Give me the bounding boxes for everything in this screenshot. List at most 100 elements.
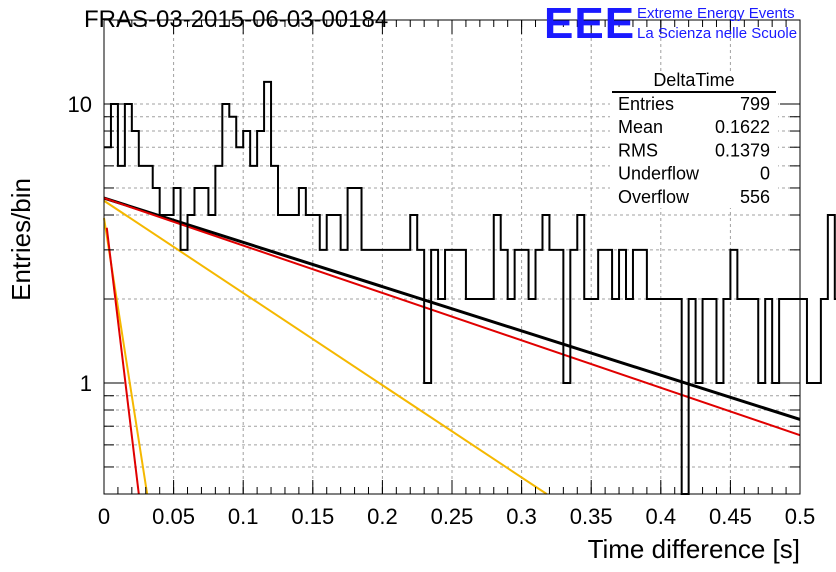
histogram-bin [633,250,640,494]
logo-caption: Extreme Energy Events La Scienza nelle S… [637,4,797,44]
x-tick-label: 0.35 [570,504,613,529]
histogram-bin [703,299,710,494]
histogram-bin [821,299,828,494]
histogram-bin [598,250,605,494]
histogram-bin [167,215,174,494]
stats-label: RMS [618,140,658,160]
histogram-outline [104,80,836,495]
x-tick-label: 0.1 [228,504,259,529]
histogram-bin [515,250,522,494]
histogram-bin [716,383,723,494]
histogram-bin [501,250,508,494]
histogram-bin [765,299,772,494]
histogram-bin [710,299,717,494]
histogram-bin [744,299,751,494]
histogram-bin [459,250,466,494]
histogram-bin [243,131,250,494]
histogram-bin [306,215,313,494]
histogram-bin [668,299,675,494]
fit-curves [103,196,801,495]
stats-label: Entries [618,94,674,114]
histogram-bin [264,82,271,494]
histogram-bin [758,383,765,494]
histogram-bin [730,250,737,494]
histogram-bin [751,299,758,494]
histogram-bin [208,215,215,494]
histogram-bin [828,215,835,494]
histogram-bin [313,215,320,494]
histogram-bin [654,299,661,494]
histogram-bin [605,250,612,494]
histogram-bin [445,250,452,494]
histogram-bin [793,299,800,494]
histogram-bin [368,250,375,494]
x-tick-label: 0.5 [785,504,816,529]
histogram-bin [591,299,598,494]
histogram-bin [549,250,556,494]
fit-line [103,196,801,421]
y-tick-label: 10 [68,92,92,117]
x-axis-label: Time difference [s] [588,534,800,564]
histogram-bin [626,299,633,494]
histogram-bin [236,147,243,494]
stats-label: Overflow [618,187,690,207]
histogram-bin [522,250,529,494]
histogram-bin [772,383,779,494]
x-tick-label: 0.45 [709,504,752,529]
logo-line-1: Extreme Energy Events [637,5,795,22]
histogram-bin [779,299,786,494]
stats-value: 556 [740,187,770,207]
histogram-bin [348,188,355,494]
x-axis: 0 0.05 0.1 0.15 0.2 0.25 0.3 0.35 0.4 0.45 0.5 [98,20,815,529]
stats-box: DeltaTime Entries 799 Mean 0.1622 RMS 0.1379 U… [610,70,778,208]
stats-label: Underflow [618,164,700,184]
histogram-bin [814,383,821,494]
histogram-bin [327,215,334,494]
histogram-bin [570,250,577,494]
histogram-bin [466,299,473,494]
histogram-bin [737,299,744,494]
x-tick-label: 0.25 [431,504,474,529]
histogram-bin [174,188,181,494]
histogram-bin [661,299,668,494]
histogram-bin [257,131,264,494]
histogram-bin [577,215,584,494]
histogram-bin [396,250,403,494]
histogram-bin [675,299,682,494]
stats-box-bg [610,72,778,208]
x-tick-label: 0.3 [506,504,537,529]
histogram-bin [194,188,201,494]
histogram-series [104,80,836,495]
histogram-bin [556,250,563,494]
y-axis-label: Entries/bin [6,178,36,301]
histogram-bin [299,188,306,494]
histogram-bin [563,383,570,494]
stats-value: 0.1379 [715,140,770,160]
histogram-bin [417,250,424,494]
histogram-bin [424,383,431,494]
fit-line [105,227,140,495]
histogram-bin [452,250,459,494]
fit-line [103,199,548,495]
histogram-bin [160,215,167,494]
stats-value: 0.1622 [715,117,770,137]
histogram-bin [431,250,438,494]
x-tick-label: 0.05 [152,504,195,529]
histogram-bin [229,117,236,494]
histogram-bin [438,299,445,494]
y-axis: 1 10 [68,19,800,495]
histogram-bin [320,250,327,494]
histogram-bin [647,299,654,494]
histogram-bin [786,299,793,494]
histogram-bin [619,250,626,494]
run-title: FRAS-03-2015-06-03-00184 [84,6,389,33]
histogram-bin [473,299,480,494]
histogram-bin [542,215,549,494]
grid [103,19,801,495]
stats-value: 0 [760,164,770,184]
x-tick-label: 0.2 [367,504,398,529]
stats-value: 799 [740,94,770,114]
stats-label: Mean [618,117,663,137]
eee-logo: EEE [544,0,636,48]
